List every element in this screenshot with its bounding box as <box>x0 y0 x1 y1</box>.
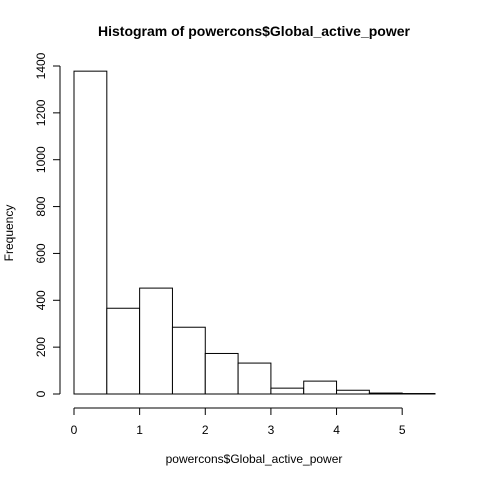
bars-layer <box>73 70 436 395</box>
y-tick-label: 1000 <box>34 146 48 173</box>
y-tick-label: 1400 <box>34 52 48 79</box>
histogram-bar <box>204 352 239 395</box>
histogram-bar <box>106 307 141 395</box>
y-tick-label: 800 <box>34 196 48 216</box>
y-axis-label: Frequency <box>2 205 16 262</box>
y-tick-label: 0 <box>34 390 48 397</box>
y-tick-label: 1200 <box>34 99 48 126</box>
x-tick-label: 1 <box>136 423 143 437</box>
histogram-bar <box>73 70 108 395</box>
x-axis-label: powercons$Global_active_power <box>166 452 343 466</box>
histogram-bar <box>368 392 403 395</box>
histogram-bar <box>139 287 173 395</box>
x-tick-label: 2 <box>202 423 209 437</box>
histogram-bar <box>171 326 206 395</box>
y-tick-label: 400 <box>34 290 48 310</box>
histogram-bar <box>270 387 305 395</box>
x-tick-label: 0 <box>71 423 78 437</box>
y-tick-label: 600 <box>34 243 48 263</box>
x-tick-label: 5 <box>399 423 406 437</box>
histogram-bar <box>336 389 370 395</box>
chart-title: Histogram of powercons$Global_active_pow… <box>98 23 411 39</box>
histogram-bar <box>237 362 272 395</box>
y-axis: 0 200 400 600 800 1000 1200 1400 <box>34 52 61 397</box>
y-tick-label: 200 <box>34 337 48 357</box>
x-tick-label: 3 <box>268 423 275 437</box>
histogram-bar <box>303 380 338 395</box>
x-axis: 0 1 2 3 4 5 <box>71 407 406 437</box>
x-tick-label: 4 <box>333 423 340 437</box>
